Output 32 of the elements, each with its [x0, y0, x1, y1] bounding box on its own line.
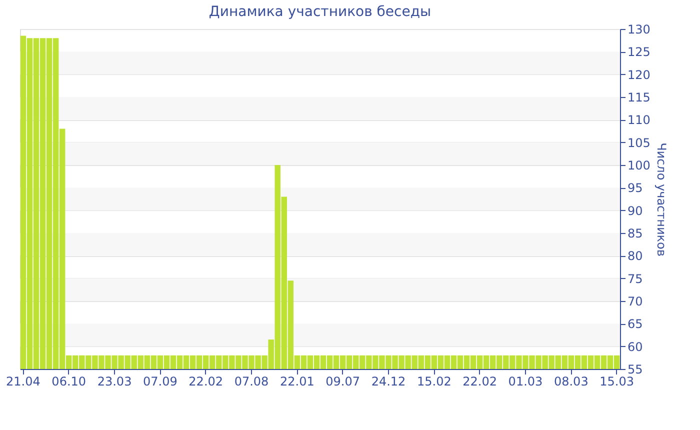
x-tick-label: 21.04	[6, 374, 40, 388]
x-tick-label: 24.12	[371, 374, 406, 388]
x-tick-label: 09.07	[326, 374, 360, 388]
x-tick-label: 07.08	[234, 374, 269, 388]
y-tick-label: 100	[628, 158, 650, 172]
y-tick-label: 85	[628, 226, 643, 240]
y-tick-label: 110	[628, 113, 650, 128]
y-tick-label: 80	[628, 249, 643, 264]
x-tick-label: 22.02	[188, 374, 224, 388]
x-tick-label: 01.03	[508, 374, 543, 388]
y-tick-label: 90	[628, 204, 643, 218]
x-tick-label: 06.10	[52, 374, 86, 388]
y-tick-label: 115	[628, 90, 650, 104]
y-tick-label: 130	[628, 22, 650, 36]
y-tick-label: 75	[628, 272, 643, 286]
x-tick-label: 07.09	[143, 374, 178, 388]
x-tick-label: 22.01	[280, 374, 314, 388]
y-tick-label: 65	[628, 317, 643, 332]
y-tick-label: 120	[628, 68, 650, 82]
y-tick-label: 55	[628, 362, 643, 376]
y-tick-label: 105	[628, 136, 650, 150]
y-tick-label: 60	[628, 340, 643, 354]
x-tick-label: 08.03	[554, 374, 588, 388]
x-tick-label: 22.02	[462, 374, 497, 388]
x-tick-label: 15.03	[600, 374, 634, 388]
y-tick-label: 125	[628, 45, 650, 60]
y-tick-label: 95	[628, 181, 643, 196]
y-tick-label: 70	[628, 294, 643, 308]
chart-title: Динамика участников беседы	[208, 4, 432, 20]
x-tick-label: 23.03	[97, 374, 132, 388]
y-axis-title: Число участников	[654, 142, 668, 256]
x-tick-label: 15.02	[416, 374, 452, 388]
